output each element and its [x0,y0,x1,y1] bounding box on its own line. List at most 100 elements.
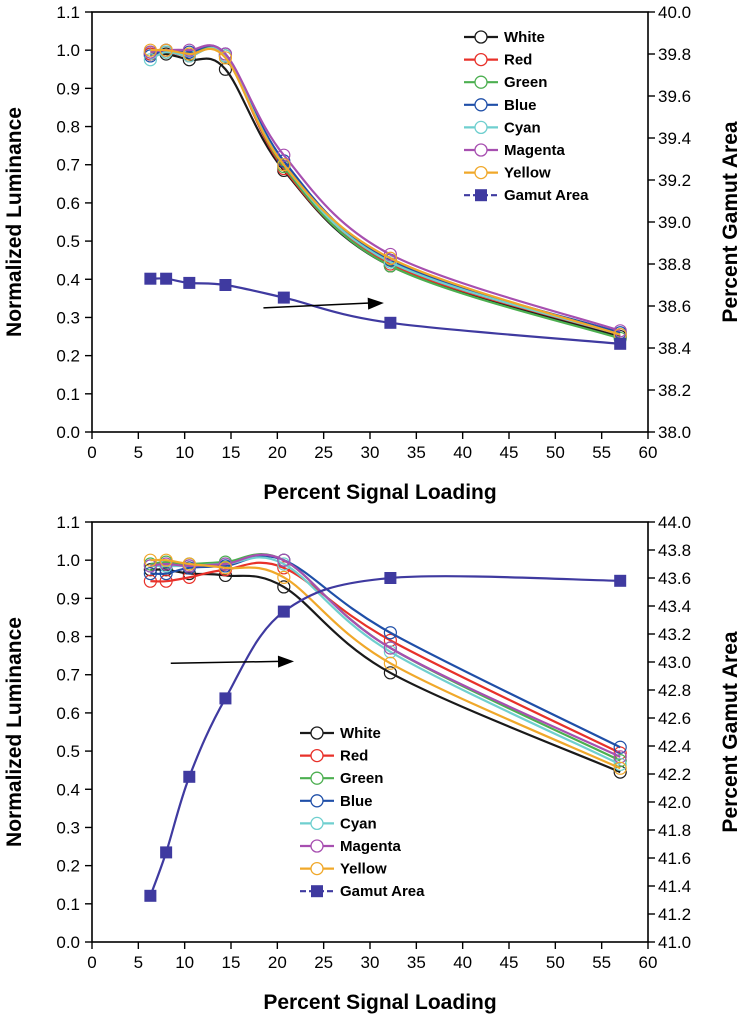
series-line-yellow [150,558,621,770]
legend-marker-gamut-area [311,885,323,898]
y-tick-label: 0.5 [56,742,80,761]
legend-marker-red [310,748,324,763]
data-point-yellow [159,553,173,567]
x-tick-label: 5 [134,443,143,462]
legend: White Red Green Blue Cyan Magenta Yellow Gamut … [464,29,589,204]
data-point-yellow [218,51,233,65]
data-point-magenta [218,557,233,571]
y-tick-label: 0.5 [56,232,80,251]
y2-tick-label: 41.4 [658,877,691,896]
data-point-blue [383,626,397,640]
legend-marker-gamut-area [475,189,487,202]
y2-tick-label: 39.6 [658,87,691,106]
y-tick-label: 0.0 [56,423,80,442]
x-tick-label: 35 [407,443,426,462]
legend-label: Green [340,770,383,787]
data-point-yellow [159,43,173,57]
y-tick-label: 1.0 [56,41,80,60]
data-point-gamut-area [614,337,627,350]
legend-marker-green [474,75,488,89]
data-point-yellow [182,557,196,571]
data-point-blue [159,566,173,581]
data-point-white [383,666,397,680]
x-tick-label: 60 [639,443,658,462]
legend-marker-magenta [474,143,488,157]
legend-label: Cyan [340,815,377,832]
data-point-gamut-area [277,605,290,618]
x-tick-label: 0 [87,443,96,462]
y2-tick-label: 41.0 [658,933,691,952]
x-tick-label: 25 [314,443,333,462]
y2-axis-title: Percent Gamut Area [719,631,742,832]
legend-marker-cyan [474,120,488,135]
y-tick-label: 1.1 [56,3,80,22]
y-tick-label: 0.3 [56,818,80,837]
legend-marker-blue [474,98,488,112]
y2-tick-label: 38.2 [658,381,691,400]
y2-tick-label: 43.4 [658,597,691,616]
legend-marker-cyan [310,816,324,831]
legend-marker-green [310,771,324,785]
legend-marker-white [310,726,324,740]
y2-tick-label: 41.2 [658,905,691,924]
data-point-magenta [277,553,291,567]
y-tick-label: 0.1 [56,385,80,404]
chart-panel-2: 0 5 10 15 20 25 30 35 40 45 50 55 60 0.0 0.1 0.2 0.3 0.4 0… [3,513,742,1014]
chart-panel-1: 0 5 10 15 20 25 30 35 40 45 50 55 60 0.0 0.1 0.2 0.3 0.4 0… [3,3,742,504]
y-tick-label: 0.7 [56,666,80,685]
y-tick-label: 0.0 [56,933,80,952]
data-point-gamut-area [160,846,173,859]
data-point-yellow [277,570,291,584]
data-point-cyan [143,53,157,67]
y-tick-label: 1.1 [56,513,80,532]
y2-tick-label: 38.6 [658,297,691,316]
y-tick-label: 0.9 [56,79,80,98]
y-tick-label: 0.1 [56,895,80,914]
y2-tick-label: 39.8 [658,45,691,64]
legend-label: White [504,29,545,46]
legend-label: Yellow [340,861,387,878]
y2-tick-label: 42.0 [658,793,691,812]
y-tick-label: 0.8 [56,628,80,647]
y-tick-label: 0.6 [56,704,80,723]
data-point-gamut-area [277,291,290,304]
legend-label: Blue [340,793,373,810]
data-point-yellow [143,43,157,57]
x-tick-label: 40 [453,953,472,972]
x-tick-label: 40 [453,443,472,462]
series-line-gamut-area [149,575,621,897]
data-point-gamut-area [160,272,173,285]
data-point-gamut-area [144,272,157,285]
y2-tick-label: 43.2 [658,625,691,644]
plot-frame [91,11,649,433]
legend-marker-magenta [310,839,324,853]
data-point-yellow [383,656,397,670]
legend-label: Gamut Area [504,187,589,204]
legend: White Red Green Blue Cyan Magenta Yellow Gamut … [300,725,425,900]
legend-label: Magenta [504,142,566,159]
x-tick-label: 20 [268,443,287,462]
x-tick-label: 15 [222,443,241,462]
data-point-gamut-area [384,572,397,584]
x-axis-title: Percent Signal Loading [263,481,496,504]
y-axis-title: Normalized Luminance [3,617,26,847]
x-tick-label: 55 [592,953,611,972]
data-point-yellow [218,561,233,575]
y-tick-label: 0.2 [56,347,80,366]
y2-tick-label: 41.6 [658,849,691,868]
y2-tick-label: 38.8 [658,255,691,274]
y2-tick-label: 43.6 [658,569,691,588]
y2-tick-label: 39.2 [658,171,691,190]
y2-tick-label: 42.6 [658,709,691,728]
series-line-magenta [150,553,621,758]
arrow-shaft [263,302,370,309]
y-tick-label: 0.6 [56,194,80,213]
x-tick-label: 5 [134,953,143,972]
x-tick-label: 25 [314,953,333,972]
y-tick-label: 0.4 [56,780,80,799]
data-point-magenta [182,43,196,57]
series-line-cyan [150,556,621,766]
y-tick-label: 0.3 [56,308,80,327]
y2-tick-label: 38.0 [658,423,691,442]
y-axis-title: Normalized Luminance [3,107,26,337]
